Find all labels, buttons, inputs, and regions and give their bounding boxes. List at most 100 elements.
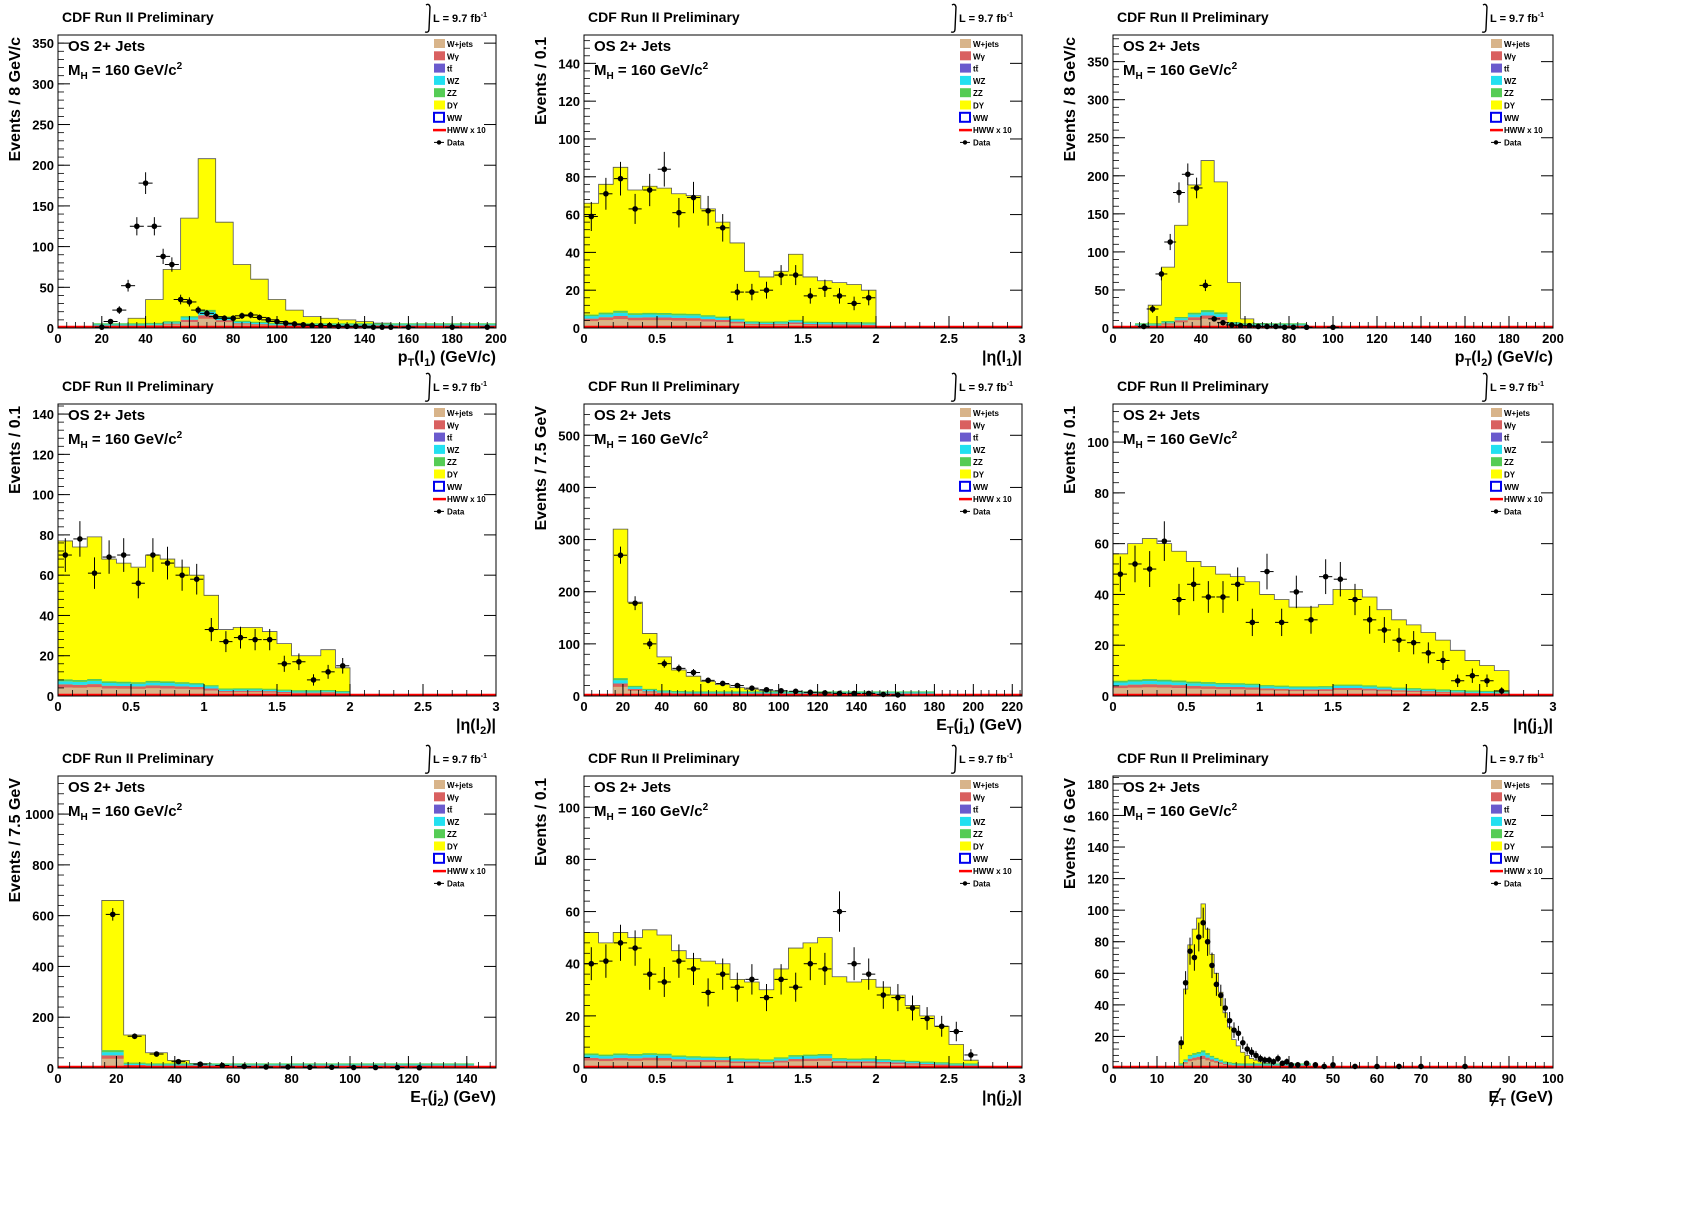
x-tick-label: 140 — [846, 699, 868, 714]
data-point — [1337, 576, 1344, 582]
data-point — [719, 225, 726, 231]
legend-entry: DY — [1504, 471, 1516, 480]
legend-entry: WZ — [973, 818, 986, 827]
data-point — [1281, 324, 1288, 331]
luminosity-label: L = 9.7 fb-1 — [433, 753, 487, 766]
data-point — [164, 560, 171, 566]
data-point — [1278, 619, 1285, 626]
luminosity-label: L = 9.7 fb-1 — [1490, 381, 1544, 394]
y-tick-label: 20 — [566, 283, 580, 298]
data-point — [807, 689, 814, 696]
legend-swatch — [1491, 444, 1502, 454]
data-point — [763, 686, 770, 693]
dy-stack-fill — [101, 900, 475, 1069]
y-tick-label: 400 — [558, 480, 580, 495]
channel-label: OS 2+ Jets — [68, 407, 145, 424]
data-point — [107, 318, 114, 325]
legend-entry: DY — [973, 471, 985, 480]
x-tick-label: 90 — [1502, 1071, 1516, 1086]
legend-swatch — [1491, 63, 1502, 73]
luminosity-label: L = 9.7 fb-1 — [1490, 753, 1544, 766]
legend-swatch — [960, 432, 971, 442]
data-point — [1209, 962, 1215, 969]
chart-panel-8: CDF Run II Preliminary L = 9.7 fb-1020406… — [533, 744, 1026, 1109]
legend-entry: Wγ — [973, 52, 986, 61]
legend-swatch — [1491, 100, 1502, 110]
channel-label: OS 2+ Jets — [1123, 407, 1200, 424]
legend-swatch — [434, 408, 445, 417]
x-tick-label: 2 — [872, 331, 879, 346]
legend-entry: W+jets — [973, 781, 1000, 790]
legend-entry: Data — [973, 879, 991, 888]
data-point — [219, 1062, 226, 1069]
data-point — [924, 1015, 930, 1022]
data-point — [179, 572, 185, 578]
legend-swatch — [1491, 816, 1502, 826]
mass-label: MH = 160 GeV/c2 — [68, 430, 183, 451]
legend-swatch — [434, 780, 445, 789]
data-point — [1366, 617, 1373, 623]
y-tick-label: 200 — [32, 1010, 54, 1025]
legend-entry: Data — [973, 138, 991, 147]
data-point — [865, 971, 872, 977]
x-tick-label: 3 — [1549, 699, 1556, 714]
x-tick-label: 1 — [200, 699, 207, 714]
data-point — [1396, 637, 1402, 643]
x-tick-label: 160 — [885, 699, 907, 714]
y-tick-label: 0 — [47, 1061, 54, 1076]
x-tick-label: 200 — [1542, 331, 1564, 346]
y-axis-label: Events / 0.1 — [533, 37, 550, 125]
data-point — [62, 552, 69, 558]
legend-entry: WW — [1504, 483, 1520, 492]
data-point — [646, 187, 653, 193]
data-point — [1244, 1046, 1250, 1052]
legend-entry: W+jets — [973, 40, 1000, 49]
legend-entry: tt̄ — [447, 65, 453, 74]
data-point — [880, 992, 887, 998]
data-point — [221, 315, 228, 322]
data-point — [865, 294, 872, 301]
x-tick-label: 200 — [485, 331, 507, 346]
y-tick-label: 0 — [47, 321, 54, 336]
luminosity-label: L = 9.7 fb-1 — [959, 753, 1013, 766]
data-point — [1425, 650, 1432, 656]
legend-swatch — [960, 457, 971, 467]
y-tick-label: 80 — [566, 170, 580, 185]
channel-label: OS 2+ Jets — [594, 38, 671, 55]
data-point — [632, 206, 638, 212]
integral-sign — [950, 3, 957, 33]
x-tick-label: 40 — [1282, 1071, 1296, 1086]
data-point — [1235, 1030, 1242, 1037]
legend-swatch — [959, 852, 971, 864]
integral-sign — [424, 744, 431, 774]
legend-entry: WZ — [447, 818, 460, 827]
legend-swatch — [434, 829, 445, 839]
x-tick-label: 40 — [168, 1071, 182, 1086]
x-tick-label: 140 — [456, 1071, 478, 1086]
data-point — [1176, 189, 1182, 196]
data-point — [1440, 657, 1446, 664]
data-point — [1352, 596, 1358, 603]
y-tick-label: 40 — [566, 957, 580, 972]
y-tick-label: 80 — [40, 528, 54, 543]
data-point — [1193, 185, 1200, 191]
legend-entry: Data — [447, 138, 465, 147]
data-point — [836, 908, 843, 915]
y-tick-label: 250 — [32, 118, 54, 133]
data-point — [749, 289, 755, 295]
data-point — [197, 1061, 204, 1067]
x-tick-label: 0 — [580, 331, 587, 346]
data-point — [851, 690, 857, 697]
y-tick-label: 0 — [1102, 689, 1109, 704]
data-point — [1237, 322, 1244, 329]
legend-entry: DY — [973, 102, 985, 111]
y-tick-label: 150 — [32, 199, 54, 214]
wjets-layer — [93, 318, 496, 328]
x-tick-label: 100 — [266, 331, 288, 346]
y-axis-label: Events / 8 GeV/c — [1062, 37, 1079, 162]
data-point — [1484, 677, 1490, 684]
legend-entry: Data — [1504, 879, 1522, 888]
channel-label: OS 2+ Jets — [594, 407, 671, 424]
data-point — [252, 636, 258, 643]
data-point — [208, 626, 215, 633]
